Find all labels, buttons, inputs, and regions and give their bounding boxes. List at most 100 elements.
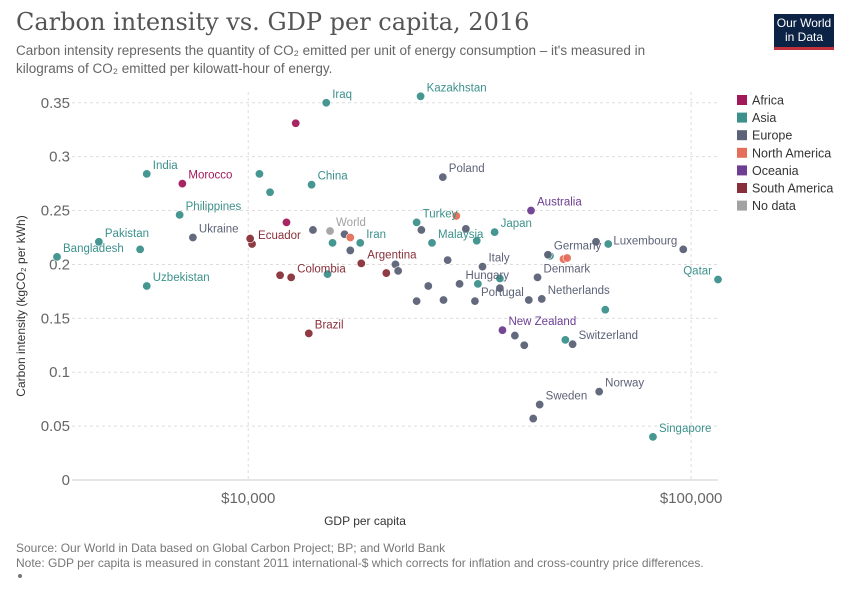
point-label: Bangladesh [63,243,124,255]
point-label: Hungary [466,270,510,282]
data-point [603,239,613,249]
legend-swatch [737,112,747,123]
point-label: Poland [449,163,485,175]
data-point [519,340,529,350]
data-point [412,217,422,227]
point-label: Iran [366,229,386,241]
point-label: Morocco [188,170,232,182]
point-label: Sweden [546,391,588,403]
data-point [470,296,480,306]
data-point [473,279,483,289]
data-point [648,432,658,442]
point-label: Denmark [544,263,591,275]
y-tick-label: 0.3 [49,149,70,166]
data-point [135,244,145,254]
y-tick-label: 0.25 [41,203,70,220]
data-point [275,270,285,280]
y-tick-label: 0.05 [41,418,70,435]
data-point [495,283,505,293]
data-point [304,328,314,338]
point-label: Ecuador [258,230,301,242]
point-label: Argentina [367,249,417,261]
data-point [281,217,291,227]
legend-swatch [737,165,747,176]
data-point [472,236,482,246]
point-label: Pakistan [105,228,149,240]
data-point [254,169,264,179]
data-point [495,273,505,283]
data-point [510,331,520,341]
data-point [94,237,104,247]
note-text: Note: GDP per capita is measured in cons… [16,556,704,570]
data-point [477,262,487,272]
scatter-chart: 0 0.05 0.1 0.15 0.2 0.25 0.3 0.35 $10,000 $100,00… [14,82,833,528]
data-point [427,238,437,248]
data-point [416,225,426,235]
x-tick-label: $10,000 [221,490,275,507]
data-point [356,258,366,268]
point-label: Ukraine [199,224,239,236]
data-point [568,339,578,349]
data-point [497,325,507,335]
point-label: India [153,160,179,172]
data-point [412,296,422,306]
data-point [177,179,187,189]
point-label: New Zealand [508,316,576,328]
data-point [713,275,723,285]
point-label: World [336,217,366,229]
data-point [543,250,553,260]
legend-label: Africa [752,94,784,108]
data-point [537,294,547,304]
y-tick-label: 0.1 [49,364,70,381]
data-point [678,244,688,254]
owid-logo[interactable]: Our World in Data [774,14,834,50]
data-point [245,234,255,244]
data-point [265,187,275,197]
data-point [345,245,355,255]
data-point [321,98,331,108]
chart-footer: Source: Our World in Data based on Globa… [16,541,704,571]
data-point [526,206,536,216]
data-point [291,118,301,128]
data-point [393,266,403,276]
point-label: Australia [537,197,582,209]
chart-title: Carbon intensity vs. GDP per capita, 201… [16,8,530,36]
point-label: Brazil [315,319,344,331]
footer-dot [18,574,22,578]
point-label: Switzerland [579,330,638,342]
y-tick-label: 0 [62,472,70,489]
data-point [438,172,448,182]
data-point [560,335,570,345]
point-label: Norway [605,378,644,390]
data-point [461,224,471,234]
point-label: Netherlands [548,285,610,297]
data-point [142,281,152,291]
y-tick-label: 0.2 [49,256,70,273]
data-point [423,281,433,291]
data-point [591,237,601,247]
data-point [355,238,365,248]
point-label: Japan [501,218,532,230]
legend-label: Oceania [752,164,799,178]
data-point [286,272,296,282]
y-tick-label: 0.35 [41,95,70,112]
legend-label: Asia [752,111,776,125]
data-point [562,253,572,263]
data-point [443,255,453,265]
data-point [451,211,461,221]
data-point [328,238,338,248]
data-point [52,252,62,262]
point-label: Germany [554,241,602,253]
data-point [323,269,333,279]
data-point [416,91,426,101]
data-point [455,279,465,289]
data-point [600,305,610,315]
data-point [533,272,543,282]
data-point [307,180,317,190]
data-point [381,268,391,278]
y-axis-label: Carbon intensity (kgCO₂ per kWh) [14,215,28,396]
data-point [325,226,335,236]
point-label: Portugal [481,287,524,299]
point-label: Luxembourg [613,235,677,247]
legend-swatch [737,147,747,158]
